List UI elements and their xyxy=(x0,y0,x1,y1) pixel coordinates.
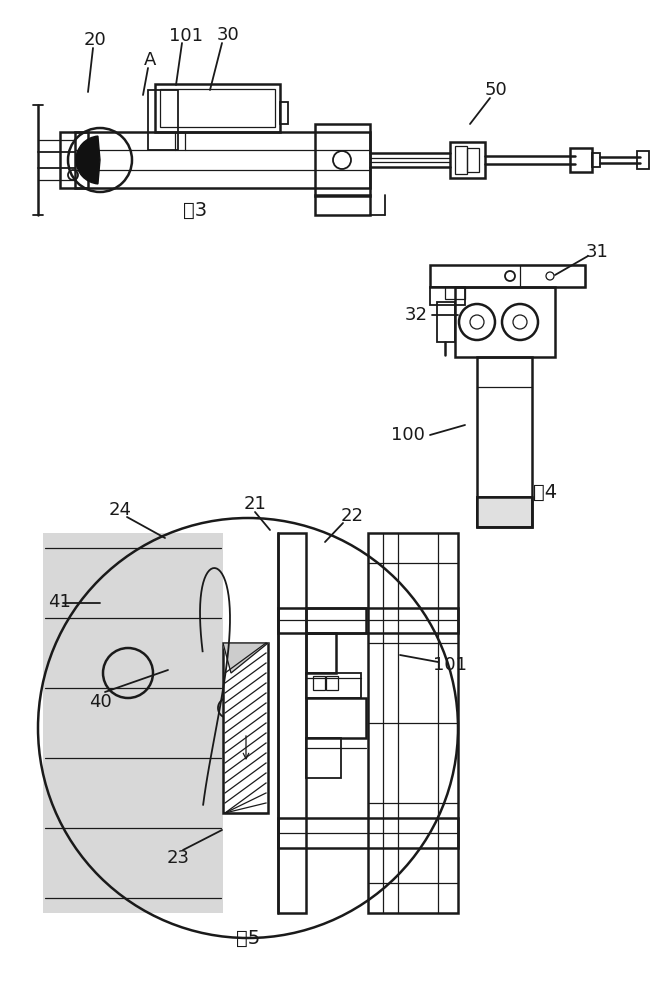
Text: 31: 31 xyxy=(586,243,608,261)
Text: 100: 100 xyxy=(391,426,425,444)
Bar xyxy=(477,497,532,527)
Bar xyxy=(315,124,370,196)
Bar xyxy=(278,818,458,848)
Bar xyxy=(306,673,361,698)
Bar xyxy=(160,89,275,127)
Bar xyxy=(368,533,458,913)
Bar xyxy=(467,148,479,172)
Bar xyxy=(278,608,458,633)
Text: 32: 32 xyxy=(405,306,428,324)
Text: 40: 40 xyxy=(88,693,111,711)
Text: 20: 20 xyxy=(84,31,106,49)
Text: 图4: 图4 xyxy=(533,483,557,502)
Bar xyxy=(450,142,485,178)
Bar xyxy=(477,357,532,527)
Bar xyxy=(570,148,592,172)
Bar xyxy=(315,195,370,215)
Polygon shape xyxy=(223,643,268,673)
Text: 图3: 图3 xyxy=(183,200,207,220)
Text: 101: 101 xyxy=(169,27,203,45)
Bar xyxy=(520,265,585,287)
Bar xyxy=(430,287,465,305)
Bar xyxy=(306,698,366,738)
Bar xyxy=(43,533,223,913)
Bar xyxy=(445,287,465,299)
Bar xyxy=(306,633,336,673)
Bar xyxy=(637,151,649,169)
Wedge shape xyxy=(76,136,100,184)
Text: 101: 101 xyxy=(433,656,467,674)
Bar xyxy=(592,153,600,167)
Bar xyxy=(306,608,366,633)
Text: 图5: 图5 xyxy=(236,928,260,948)
Text: 23: 23 xyxy=(166,849,189,867)
Text: 50: 50 xyxy=(485,81,508,99)
Bar xyxy=(75,132,370,188)
Bar xyxy=(326,676,338,690)
Bar xyxy=(280,102,288,124)
Bar xyxy=(223,643,268,813)
Bar xyxy=(278,533,306,913)
Text: 24: 24 xyxy=(109,501,132,519)
Bar xyxy=(306,738,341,778)
Text: A: A xyxy=(144,51,156,69)
Text: 21: 21 xyxy=(244,495,267,513)
Bar xyxy=(430,265,585,287)
Text: 30: 30 xyxy=(217,26,239,44)
Bar xyxy=(437,302,455,342)
Text: 22: 22 xyxy=(341,507,364,525)
Bar xyxy=(148,90,178,150)
Bar xyxy=(455,287,555,357)
Bar xyxy=(455,146,467,174)
Bar xyxy=(60,132,88,188)
Circle shape xyxy=(218,698,238,718)
Bar xyxy=(155,84,280,132)
Bar xyxy=(477,497,532,527)
Text: 41: 41 xyxy=(48,593,71,611)
Bar xyxy=(313,676,325,690)
